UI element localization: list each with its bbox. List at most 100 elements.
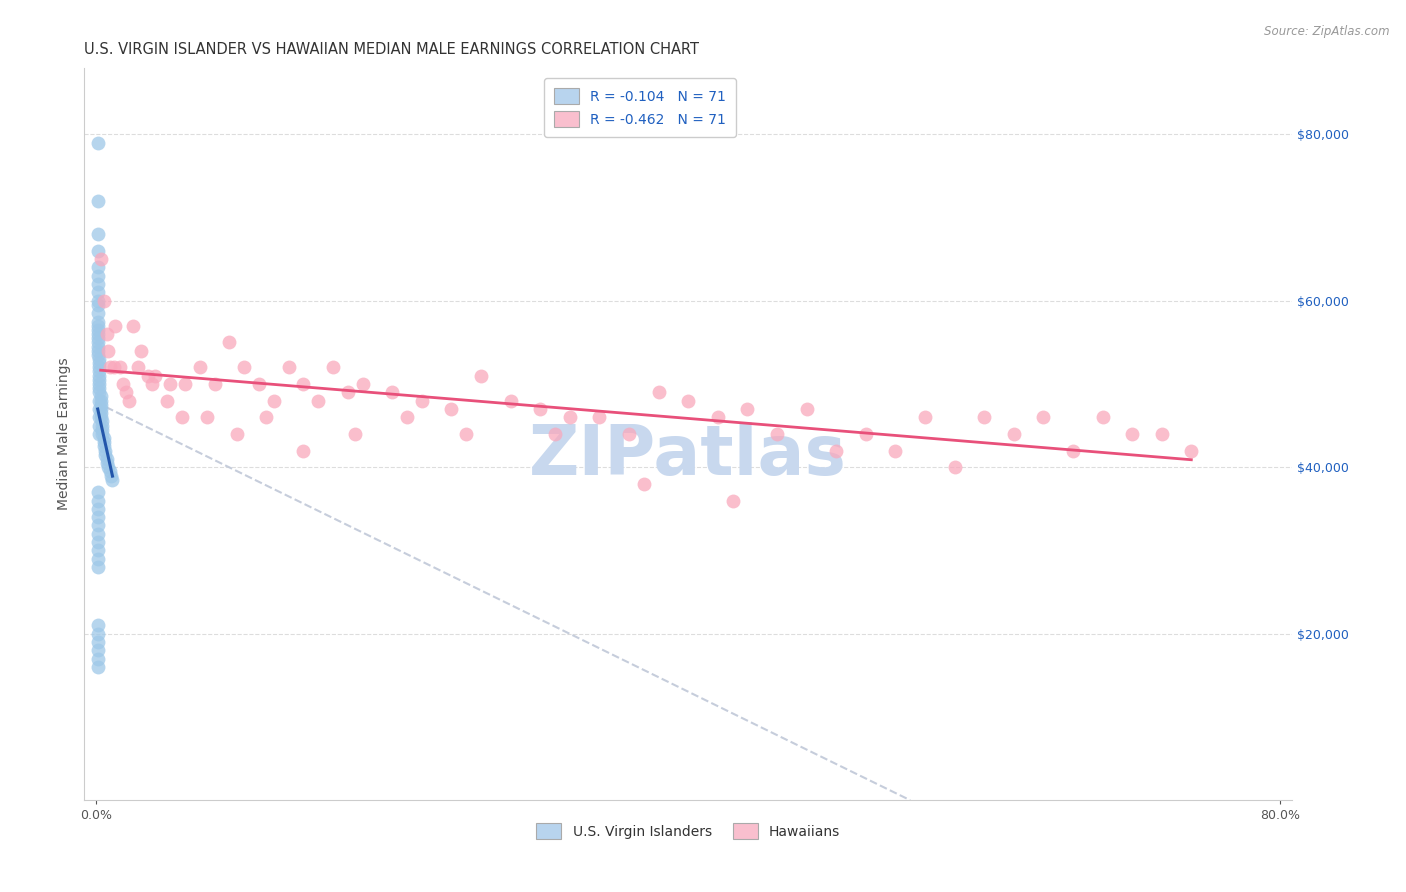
Point: [647, 385, 669, 400]
Point: [90, 389, 112, 403]
Point: [86, 318, 108, 333]
Point: [127, 360, 149, 375]
Point: [336, 385, 359, 400]
Point: [170, 410, 193, 425]
Point: [1002, 426, 1025, 441]
Point: [98, 360, 121, 375]
Point: [322, 360, 344, 375]
Point: [94, 443, 117, 458]
Point: [86, 493, 108, 508]
Point: [943, 460, 966, 475]
Point: [1121, 426, 1143, 441]
Point: [89, 373, 111, 387]
Point: [86, 535, 108, 549]
Point: [1091, 410, 1114, 425]
Point: [136, 368, 159, 383]
Point: [721, 493, 744, 508]
Point: [411, 393, 433, 408]
Point: [86, 526, 108, 541]
Point: [1180, 443, 1202, 458]
Point: [86, 298, 108, 312]
Point: [277, 360, 299, 375]
Point: [90, 406, 112, 420]
Point: [111, 376, 134, 391]
Point: [188, 360, 211, 375]
Point: [617, 426, 640, 441]
Point: [91, 426, 114, 441]
Point: [89, 401, 111, 416]
Point: [86, 323, 108, 337]
Point: [90, 252, 112, 266]
Point: [86, 543, 108, 558]
Point: [97, 460, 120, 475]
Point: [86, 626, 108, 640]
Point: [89, 385, 111, 400]
Point: [558, 410, 581, 425]
Point: [499, 393, 522, 408]
Point: [352, 376, 374, 391]
Point: [395, 410, 418, 425]
Point: [91, 423, 114, 437]
Point: [737, 401, 759, 416]
Point: [195, 410, 218, 425]
Point: [825, 443, 848, 458]
Point: [218, 335, 240, 350]
Point: [86, 510, 108, 524]
Point: [94, 448, 117, 462]
Point: [1062, 443, 1084, 458]
Point: [98, 464, 121, 478]
Point: [86, 348, 108, 362]
Point: [90, 393, 112, 408]
Point: [292, 376, 315, 391]
Point: [86, 227, 108, 241]
Point: [89, 360, 111, 375]
Point: [86, 285, 108, 300]
Point: [89, 426, 111, 441]
Point: [796, 401, 818, 416]
Point: [96, 456, 118, 470]
Point: [86, 651, 108, 665]
Point: [470, 368, 492, 383]
Point: [89, 393, 111, 408]
Legend: U.S. Virgin Islanders, Hawaiians: U.S. Virgin Islanders, Hawaiians: [531, 817, 845, 845]
Point: [381, 385, 404, 400]
Point: [86, 244, 108, 258]
Point: [855, 426, 877, 441]
Point: [86, 343, 108, 358]
Point: [973, 410, 995, 425]
Point: [86, 194, 108, 208]
Point: [156, 393, 179, 408]
Point: [86, 260, 108, 275]
Point: [89, 376, 111, 391]
Point: [676, 393, 699, 408]
Point: [233, 360, 256, 375]
Point: [145, 368, 167, 383]
Point: [174, 376, 197, 391]
Point: [93, 431, 115, 445]
Point: [544, 426, 567, 441]
Point: [89, 418, 111, 433]
Point: [588, 410, 610, 425]
Point: [114, 385, 136, 400]
Point: [766, 426, 789, 441]
Point: [307, 393, 329, 408]
Point: [204, 376, 226, 391]
Point: [97, 343, 120, 358]
Point: [247, 376, 270, 391]
Point: [89, 351, 111, 366]
Point: [86, 268, 108, 283]
Point: [89, 356, 111, 370]
Point: [529, 401, 551, 416]
Point: [122, 318, 145, 333]
Point: [108, 360, 131, 375]
Point: [884, 443, 907, 458]
Point: [93, 293, 115, 308]
Point: [86, 331, 108, 345]
Point: [90, 401, 112, 416]
Point: [86, 501, 108, 516]
Y-axis label: Median Male Earnings: Median Male Earnings: [58, 358, 72, 510]
Point: [86, 306, 108, 320]
Point: [86, 326, 108, 341]
Point: [141, 376, 163, 391]
Point: [100, 468, 122, 483]
